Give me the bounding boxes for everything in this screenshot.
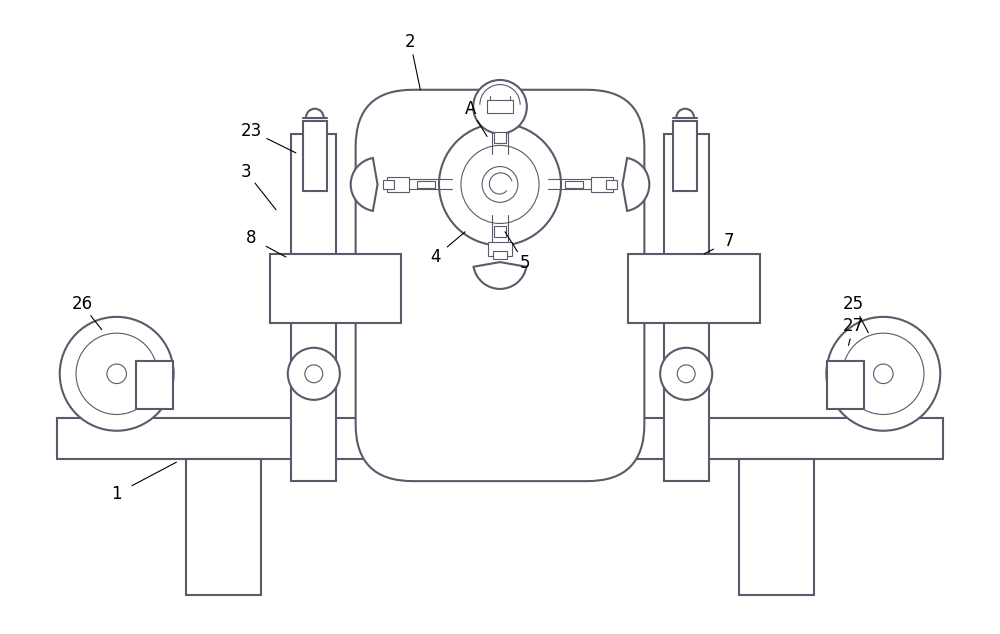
Circle shape bbox=[288, 348, 340, 400]
Bar bbox=[628, 254, 760, 323]
Text: 25: 25 bbox=[843, 295, 864, 313]
Bar bbox=[136, 361, 173, 408]
Bar bbox=[488, 242, 512, 256]
Circle shape bbox=[473, 80, 527, 134]
Text: 2: 2 bbox=[405, 34, 416, 51]
Bar bbox=[186, 459, 261, 595]
Text: 26: 26 bbox=[71, 295, 92, 313]
Bar bbox=[387, 177, 409, 192]
Text: 4: 4 bbox=[430, 248, 441, 266]
Bar bbox=[417, 181, 435, 188]
Bar bbox=[383, 180, 394, 189]
Bar bbox=[606, 180, 617, 189]
Bar bbox=[494, 226, 506, 237]
Bar bbox=[270, 254, 401, 323]
FancyBboxPatch shape bbox=[356, 90, 644, 481]
Bar bbox=[565, 181, 583, 188]
Text: 3: 3 bbox=[241, 163, 251, 181]
Bar bbox=[493, 251, 507, 259]
Circle shape bbox=[461, 145, 539, 224]
Circle shape bbox=[439, 124, 561, 245]
Bar bbox=[827, 361, 864, 408]
Circle shape bbox=[677, 365, 695, 383]
Wedge shape bbox=[474, 262, 526, 289]
Circle shape bbox=[874, 364, 893, 384]
Circle shape bbox=[482, 167, 518, 202]
Bar bbox=[664, 134, 709, 481]
Text: 8: 8 bbox=[246, 229, 256, 247]
Wedge shape bbox=[622, 158, 649, 211]
Circle shape bbox=[107, 364, 126, 384]
Bar bbox=[57, 418, 943, 459]
Text: A: A bbox=[464, 100, 476, 118]
Circle shape bbox=[660, 348, 712, 400]
Circle shape bbox=[826, 317, 940, 430]
Bar bbox=[591, 177, 613, 192]
Text: 27: 27 bbox=[843, 318, 864, 335]
Text: 23: 23 bbox=[240, 122, 262, 139]
Text: 5: 5 bbox=[520, 254, 530, 273]
Wedge shape bbox=[351, 158, 378, 211]
Text: 7: 7 bbox=[724, 232, 734, 250]
Text: 1: 1 bbox=[111, 485, 122, 503]
Bar bbox=[487, 101, 513, 113]
Circle shape bbox=[76, 333, 157, 415]
Circle shape bbox=[305, 365, 323, 383]
Bar bbox=[739, 459, 814, 595]
Bar bbox=[494, 132, 506, 143]
Circle shape bbox=[843, 333, 924, 415]
Bar bbox=[673, 121, 697, 191]
Circle shape bbox=[60, 317, 174, 430]
Bar bbox=[303, 121, 327, 191]
Bar bbox=[291, 134, 336, 481]
